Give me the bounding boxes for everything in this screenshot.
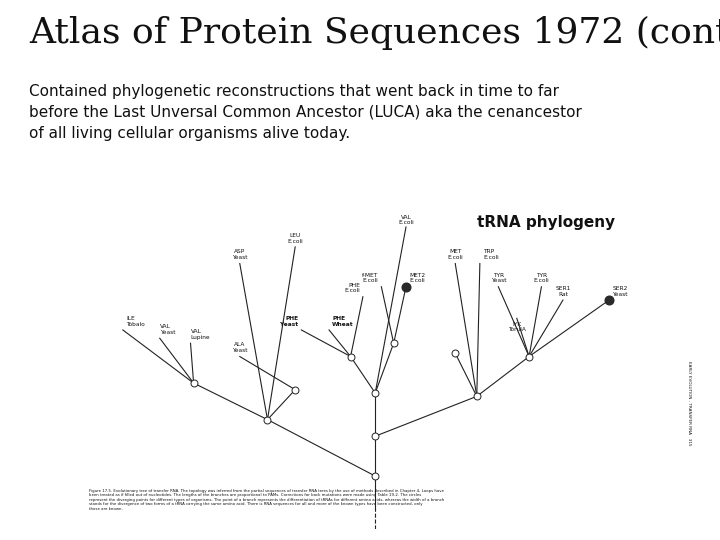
- Text: LEU
E.coli: LEU E.coli: [287, 233, 303, 244]
- Text: Figure 17.5. Evolutionary tree of transfer RNA. The topology was inferred from t: Figure 17.5. Evolutionary tree of transf…: [89, 489, 444, 511]
- Text: VAL
Lupine: VAL Lupine: [191, 329, 210, 340]
- Text: ASP
Yeast: ASP Yeast: [232, 249, 248, 260]
- Text: PHE
Yeast: PHE Yeast: [280, 316, 298, 327]
- Text: SER1
Rat: SER1 Rat: [555, 286, 570, 297]
- Text: PHE
E.coli: PHE E.coli: [344, 282, 360, 293]
- Text: f-MET
E.coli: f-MET E.coli: [362, 273, 378, 284]
- Text: MET2
E.coli: MET2 E.coli: [409, 273, 426, 284]
- Text: MET
E.coli: MET E.coli: [447, 249, 463, 260]
- Text: VAL
E.coli: VAL E.coli: [398, 214, 414, 225]
- Text: TRP
E.coli: TRP E.coli: [483, 249, 499, 260]
- Text: SER2
Yeast: SER2 Yeast: [612, 286, 628, 297]
- Text: Contained phylogenetic reconstructions that went back in time to far
before the : Contained phylogenetic reconstructions t…: [29, 84, 582, 141]
- Text: TYR
E.coli: TYR E.coli: [534, 273, 549, 284]
- Text: VAL
Yeast: VAL Yeast: [160, 324, 175, 335]
- Text: TYR
Yeast: TYR Yeast: [490, 273, 506, 284]
- Text: Atlas of Protein Sequences 1972 (cont): Atlas of Protein Sequences 1972 (cont): [29, 16, 720, 50]
- Text: ILE
Tobalo: ILE Tobalo: [126, 316, 145, 327]
- Text: tRNA phylogeny: tRNA phylogeny: [477, 215, 615, 231]
- Text: IYK
TorulA: IYK TorulA: [508, 322, 526, 333]
- Text: EARLY EVOLUTION - TRANSFER RNA   315: EARLY EVOLUTION - TRANSFER RNA 315: [687, 361, 691, 446]
- Text: ALA
Yeast: ALA Yeast: [232, 342, 248, 353]
- Text: PHE
Wheat: PHE Wheat: [332, 316, 354, 327]
